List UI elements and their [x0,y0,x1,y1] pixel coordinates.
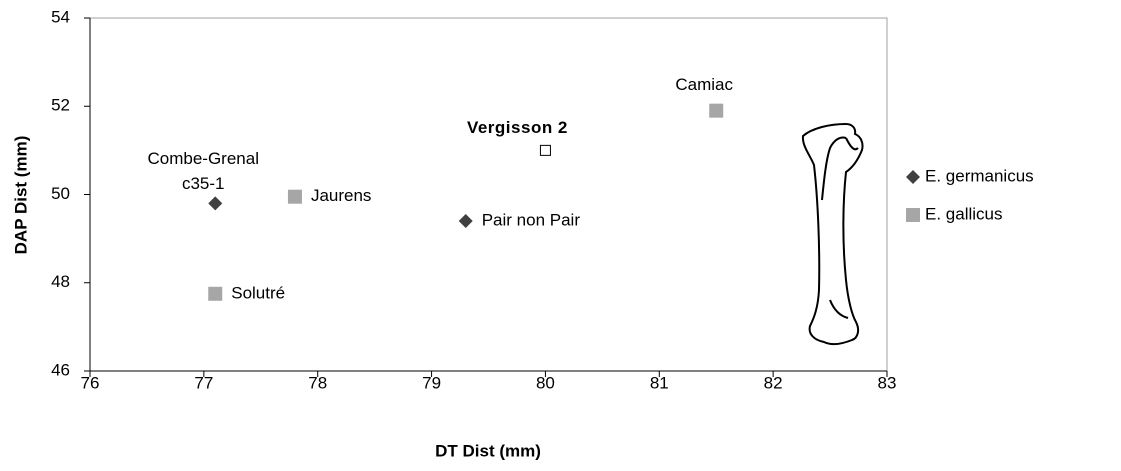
y-tick-label: 54 [51,7,70,26]
y-tick-label: 50 [51,184,70,203]
y-tick-label: 52 [51,96,70,115]
annotation-label: Vergisson 2 [467,118,568,137]
legend-marker [906,208,920,222]
data-point [458,213,473,228]
x-tick-label: 79 [422,373,441,392]
x-tick-label: 81 [650,373,669,392]
point-label: c35-1 [182,174,225,193]
x-tick-label: 76 [81,373,100,392]
point-label: Pair non Pair [482,210,581,229]
y-tick-label: 46 [51,360,70,379]
y-axis-title: DAP Dist (mm) [11,136,30,255]
x-tick-label: 77 [194,373,213,392]
x-tick-label: 80 [536,373,555,392]
point-label: Solutré [231,283,285,302]
legend-label: E. gallicus [925,204,1002,223]
x-axis-title: DT Dist (mm) [435,441,541,460]
point-label: Combe-Grenal [147,149,259,168]
annotation-marker [539,144,551,156]
plot-area [89,17,888,372]
x-tick-label: 78 [308,373,327,392]
data-point [287,189,302,204]
point-label: Camiac [675,75,733,94]
data-point [709,103,724,118]
legend-label: E. germanicus [925,166,1034,185]
y-tick-label: 48 [51,272,70,291]
data-point [208,286,223,301]
bone-drawing [801,122,864,346]
data-point [208,196,223,211]
x-tick-label: 82 [764,373,783,392]
point-label: Jaurens [311,186,371,205]
legend-marker [906,170,920,184]
x-tick-label: 83 [878,373,897,392]
